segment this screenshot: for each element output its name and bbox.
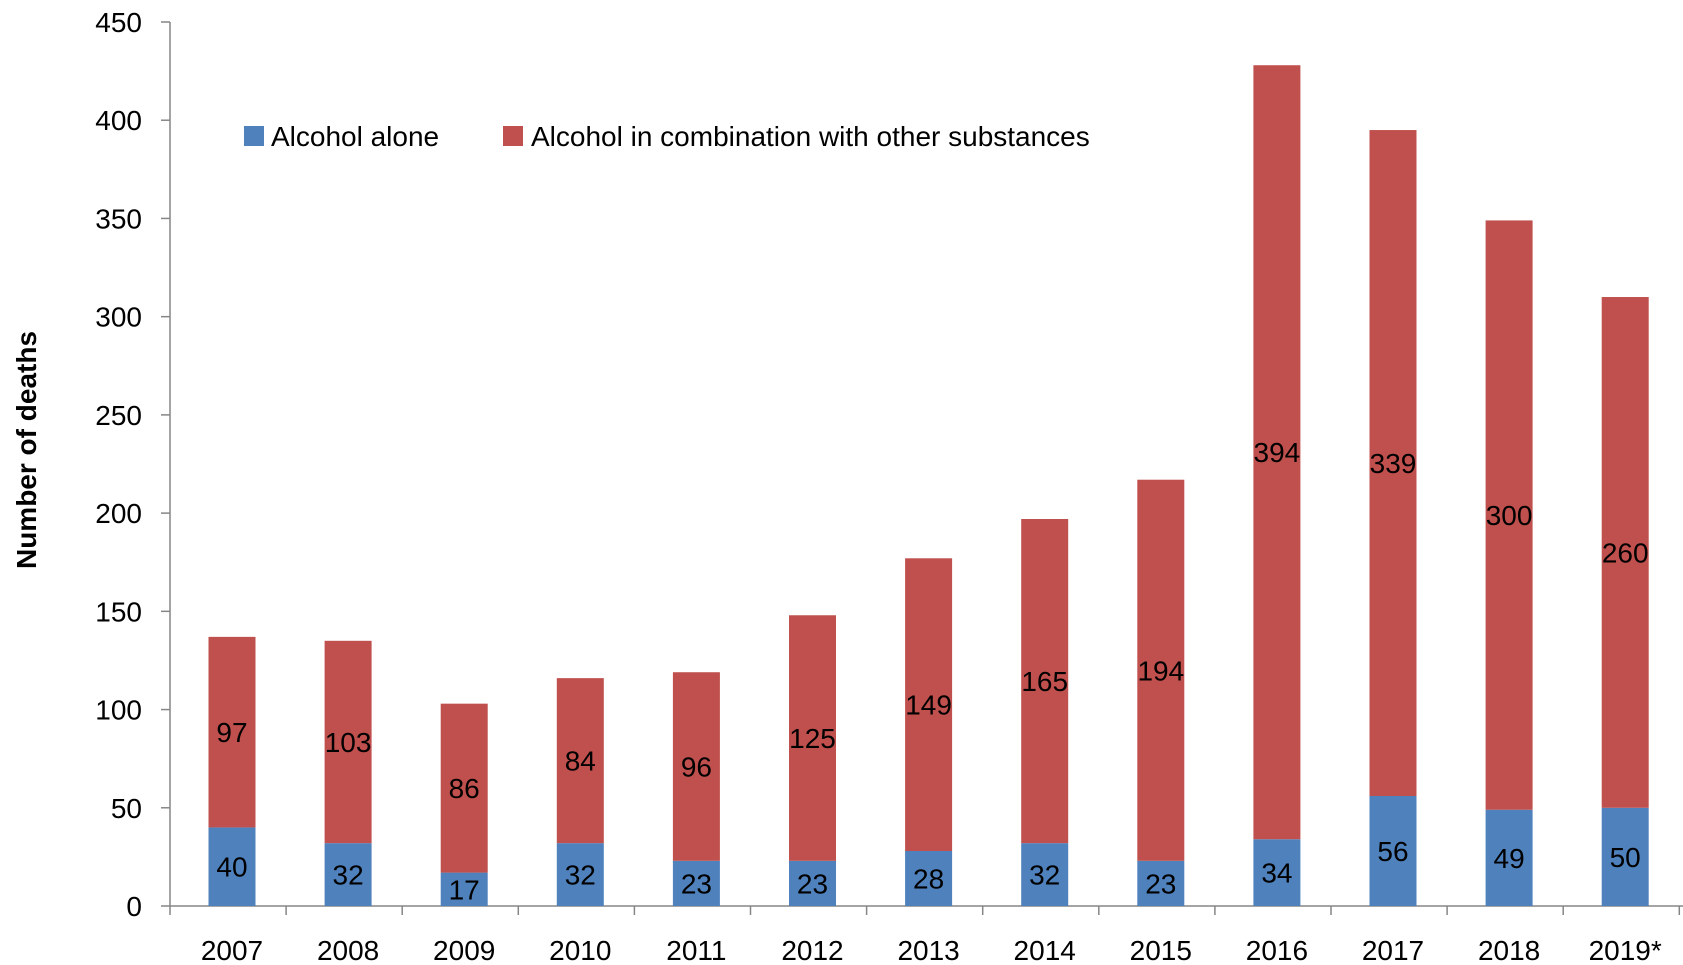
bar-segment <box>440 703 488 873</box>
bar-segment <box>1021 519 1069 844</box>
x-tick-label: 2007 <box>201 935 263 965</box>
data-label: 125 <box>789 723 836 754</box>
data-label: 97 <box>216 717 247 748</box>
y-axis-title: Number of deaths <box>11 331 42 569</box>
x-tick-label: 2010 <box>549 935 611 965</box>
bar-segment <box>789 615 836 861</box>
y-tick-label: 300 <box>95 302 142 333</box>
y-tick-label: 50 <box>111 793 142 824</box>
bar-segment <box>1485 220 1533 810</box>
bar-segment <box>324 843 372 906</box>
x-tick-label: 2018 <box>1478 935 1540 965</box>
data-label: 339 <box>1370 448 1417 479</box>
legend-label: Alcohol in combination with other substa… <box>531 121 1090 152</box>
bar-segment <box>1137 479 1185 861</box>
bar-segment <box>556 678 604 844</box>
y-tick-label: 150 <box>95 596 142 627</box>
data-label: 34 <box>1261 858 1292 889</box>
bar-segment <box>1485 809 1533 906</box>
data-label: 28 <box>913 863 944 894</box>
bar-segment <box>208 636 256 828</box>
y-tick-label: 250 <box>95 400 142 431</box>
bar-segment <box>1601 807 1649 906</box>
bar-segment <box>905 850 953 906</box>
y-tick-label: 200 <box>95 498 142 529</box>
data-label: 300 <box>1486 500 1533 531</box>
bar-segment <box>1253 65 1301 840</box>
x-tick-label: 2008 <box>317 935 379 965</box>
data-labels: 40 97 32 103 17 86 32 84 23 96 23 125 28 149 32 165 23 19… <box>216 437 1648 905</box>
bar-segment <box>1369 130 1417 796</box>
bar-segment <box>440 872 488 906</box>
data-label: 96 <box>681 752 712 783</box>
bar-segment <box>672 672 720 861</box>
bar-segment <box>905 558 953 851</box>
x-tick-label: 2019* <box>1589 935 1662 965</box>
x-tick-label: 2009 <box>433 935 495 965</box>
data-label: 23 <box>681 868 712 899</box>
data-label: 149 <box>905 690 952 721</box>
data-label: 32 <box>1029 860 1060 891</box>
bars <box>208 65 1649 906</box>
legend-swatch <box>503 126 523 146</box>
x-axis: 2007 2008 2009 2010 2011 2012 2013 2014 2015 2016… <box>169 905 1683 965</box>
x-tick-label: 2011 <box>666 935 726 965</box>
legend-swatch <box>244 126 264 146</box>
legend: Alcohol alone Alcohol in combination with… <box>244 121 1090 152</box>
data-label: 49 <box>1494 843 1525 874</box>
bar-segment <box>789 860 836 906</box>
data-label: 23 <box>797 868 828 899</box>
x-tick-label: 2013 <box>897 935 959 965</box>
bar-segment <box>556 843 604 906</box>
data-label: 32 <box>565 860 596 891</box>
bar-segment <box>1369 795 1417 906</box>
data-label: 84 <box>565 746 596 777</box>
legend-label: Alcohol alone <box>271 121 439 152</box>
data-label: 103 <box>325 727 372 758</box>
y-axis: 0 50 100 150 200 250 300 350 400 450 <box>95 7 171 922</box>
y-tick-label: 100 <box>95 695 142 726</box>
x-tick-label: 2012 <box>781 935 843 965</box>
data-label: 23 <box>1145 868 1176 899</box>
x-tick-label: 2017 <box>1362 935 1424 965</box>
data-label: 194 <box>1137 655 1184 686</box>
data-label: 40 <box>216 852 247 883</box>
x-tick-label: 2014 <box>1014 935 1076 965</box>
y-tick-label: 350 <box>95 203 142 234</box>
data-label: 56 <box>1377 836 1408 867</box>
x-tick-label: 2015 <box>1130 935 1192 965</box>
bar-segment <box>1137 860 1185 906</box>
bar-segment <box>324 640 372 844</box>
data-label: 394 <box>1254 437 1301 468</box>
data-label: 50 <box>1610 842 1641 873</box>
y-tick-label: 450 <box>95 7 142 38</box>
y-tick-label: 400 <box>95 105 142 136</box>
data-label: 165 <box>1021 666 1068 697</box>
x-tick-label: 2016 <box>1246 935 1308 965</box>
data-label: 86 <box>449 773 480 804</box>
data-label: 32 <box>333 860 364 891</box>
data-label: 17 <box>449 874 480 905</box>
y-tick-label: 0 <box>126 891 142 922</box>
bar-segment <box>1021 843 1069 906</box>
bar-segment <box>208 827 256 906</box>
bar-segment <box>672 860 720 906</box>
data-label: 260 <box>1602 537 1649 568</box>
bar-segment <box>1601 297 1649 808</box>
bar-segment <box>1253 839 1301 906</box>
